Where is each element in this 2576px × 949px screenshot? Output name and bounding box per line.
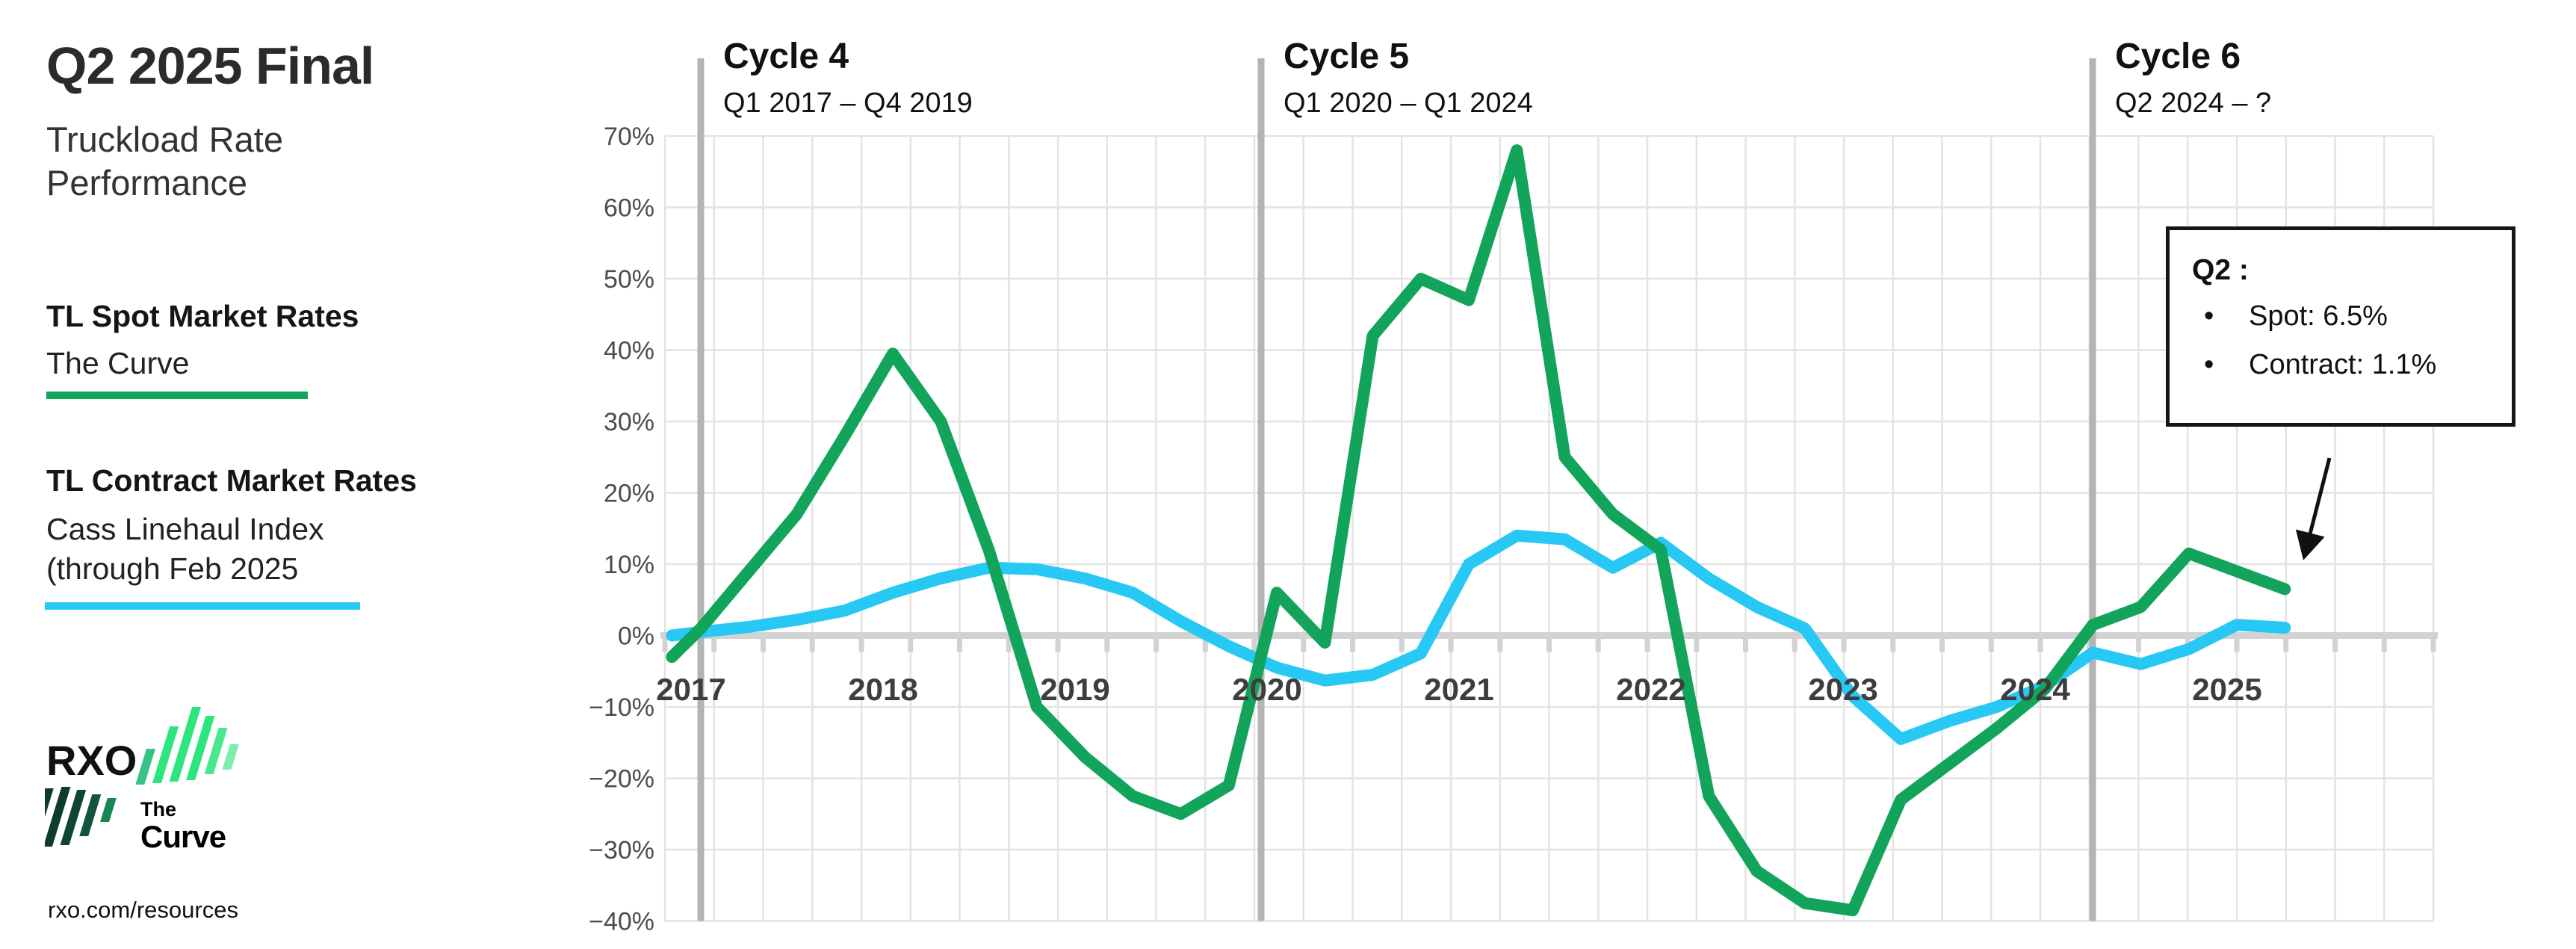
cycle-label: Cycle 6: [2115, 37, 2241, 76]
rxo-curve-logo-icon: [45, 707, 239, 847]
legend-contract-subtitle: Cass Linehaul Index (through Feb 2025: [46, 510, 324, 589]
y-axis-label: 30%: [604, 408, 654, 436]
cycle-header-6: Cycle 6 Q2 2024 – ?: [2115, 36, 2271, 120]
contract-rate-line: [666, 529, 2291, 745]
cycle-range: Q1 2017 – Q4 2019: [723, 87, 973, 119]
x-axis-year-label: 2025: [2192, 672, 2261, 707]
cycle-range: Q2 2024 – ?: [2115, 87, 2272, 119]
y-axis-label: 60%: [604, 194, 654, 223]
y-axis-label: −40%: [589, 908, 654, 936]
bullet-icon: •: [2204, 349, 2214, 380]
y-axis-label: 40%: [604, 337, 654, 365]
cycle-header-4: Cycle 4 Q1 2017 – Q4 2019: [723, 36, 973, 120]
logo-product-line2: Curve: [140, 819, 226, 854]
q2-results-callout: Q2 : • Spot: 6.5% • Contract: 1.1%: [2166, 226, 2515, 427]
page-subtitle-line2: Performance: [46, 163, 248, 203]
x-axis-year-label: 2020: [1232, 672, 1301, 707]
y-axis-label: 10%: [604, 551, 654, 579]
y-axis-label: 50%: [604, 265, 654, 294]
cycle-range: Q1 2020 – Q1 2024: [1284, 87, 1533, 119]
x-axis-year-label: 2023: [1808, 672, 1877, 707]
y-axis-label: −30%: [589, 836, 654, 865]
callout-list: • Spot: 6.5% • Contract: 1.1%: [2198, 300, 2512, 381]
x-axis-year-label: 2017: [656, 672, 725, 707]
rxo-logo-wordmark: RXO: [46, 737, 137, 784]
cycle-label: Cycle 5: [1284, 37, 1410, 76]
callout-arrow: [2295, 457, 2332, 560]
footer-resources-link[interactable]: rxo.com/resources: [48, 897, 238, 923]
cycle-label: Cycle 4: [723, 37, 849, 76]
spot-rate-line: [666, 144, 2291, 917]
callout-contract-value: • Contract: 1.1%: [2198, 349, 2512, 381]
y-axis-label: −20%: [589, 765, 654, 794]
y-axis-label: −10%: [589, 693, 654, 722]
legend-spot-color-bar: [46, 392, 308, 399]
y-axis-label: 70%: [604, 123, 654, 151]
x-axis-year-label: 2022: [1616, 672, 1685, 707]
legend-contract-title: TL Contract Market Rates: [46, 463, 417, 498]
legend-contract-color-bar: [45, 602, 360, 610]
x-axis-year-label: 2019: [1040, 672, 1109, 707]
legend-contract-subtitle-line1: Cass Linehaul Index: [46, 512, 324, 546]
legend-contract-subtitle-line2: (through Feb 2025: [46, 551, 299, 586]
callout-title: Q2 :: [2192, 254, 2249, 286]
y-axis-label: 0%: [618, 622, 654, 651]
cycle-header-5: Cycle 5 Q1 2020 – Q1 2024: [1284, 36, 1533, 120]
legend-spot-subtitle: The Curve: [46, 346, 190, 380]
legend-spot-title: TL Spot Market Rates: [46, 299, 359, 333]
y-axis-label: 20%: [604, 480, 654, 508]
bullet-icon: •: [2204, 300, 2214, 332]
page-subtitle-line1: Truckload Rate: [46, 120, 283, 159]
x-axis-year-label: 2024: [2000, 672, 2070, 707]
logo-product-name: The Curve: [140, 798, 226, 853]
logo-product-line1: The: [140, 798, 177, 820]
page-subtitle: Truckload Rate Performance: [46, 118, 283, 205]
x-axis-year-label: 2021: [1424, 672, 1493, 707]
page-title: Q2 2025 Final: [46, 37, 374, 95]
x-axis-year-label: 2018: [848, 672, 917, 707]
callout-spot-value: • Spot: 6.5%: [2198, 300, 2512, 333]
